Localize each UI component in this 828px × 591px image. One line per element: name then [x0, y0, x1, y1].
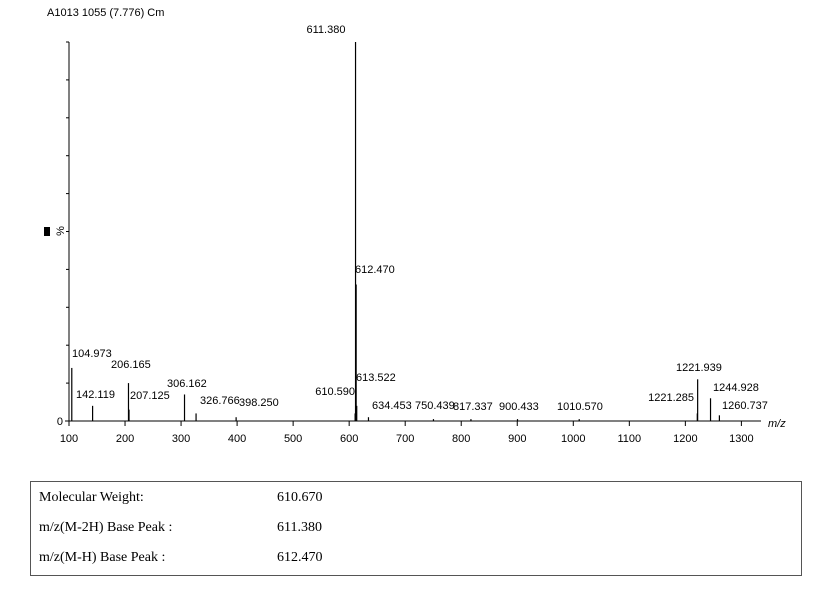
- y-tick-label: 0: [57, 416, 63, 428]
- x-tick-label: 100: [60, 433, 78, 445]
- table-label: m/z(M-2H) Base Peak :: [39, 520, 173, 535]
- peak-label: 634.453: [372, 400, 412, 412]
- peak-label: 1260.737: [722, 400, 768, 412]
- peak-label: 900.433: [499, 401, 539, 413]
- peak-label: 398.250: [239, 397, 279, 409]
- table-value: 611.380: [277, 520, 322, 535]
- peak-label: 610.590: [315, 386, 355, 398]
- x-tick-label: 1000: [561, 433, 585, 445]
- peak-label: 326.766: [200, 395, 240, 407]
- x-tick-label: 300: [172, 433, 190, 445]
- x-tick-label: 1200: [673, 433, 697, 445]
- peak-label: 207.125: [130, 390, 170, 402]
- peak-label: 104.973: [72, 348, 112, 360]
- info-table: Molecular Weight: 610.670 m/z(M-2H) Base P…: [30, 481, 802, 576]
- x-tick-label: 200: [116, 433, 134, 445]
- peak-label: 613.522: [356, 372, 396, 384]
- peak-label: 142.119: [76, 389, 115, 401]
- table-label: m/z(M-H) Base Peak :: [39, 550, 166, 565]
- x-tick-label: 700: [396, 433, 414, 445]
- chart-title: A1013 1055 (7.776) Cm: [47, 7, 164, 19]
- x-tick-label: 400: [228, 433, 246, 445]
- table-value: 612.470: [277, 550, 323, 565]
- x-tick-label: 1300: [729, 433, 753, 445]
- chart: A1013 1055 (7.776) Cm % m/z 100 200 300 400…: [44, 7, 786, 445]
- x-tick-label: 500: [284, 433, 302, 445]
- peak-label: 612.470: [355, 264, 395, 276]
- peak-label: 206.165: [111, 359, 151, 371]
- peak-label: 1010.570: [557, 401, 603, 413]
- peak-label: 1221.939: [676, 362, 722, 374]
- x-tick-label: 900: [508, 433, 526, 445]
- peak-label: 750.439: [415, 400, 455, 412]
- peak-label: 306.162: [167, 378, 207, 390]
- x-tick-label: 600: [340, 433, 358, 445]
- peak-label: 817.337: [453, 401, 493, 413]
- y-label-marker: [44, 227, 50, 236]
- y-axis-label: %: [55, 226, 67, 236]
- x-tick-label: 1100: [617, 433, 641, 445]
- peak-label: 611.380: [307, 24, 346, 36]
- peak-label: 1221.285: [648, 392, 694, 404]
- peak-label: 1244.928: [713, 382, 759, 394]
- x-tick-label: 800: [452, 433, 470, 445]
- table-value: 610.670: [277, 490, 323, 505]
- table-label: Molecular Weight:: [39, 490, 144, 505]
- x-axis-label: m/z: [768, 418, 786, 430]
